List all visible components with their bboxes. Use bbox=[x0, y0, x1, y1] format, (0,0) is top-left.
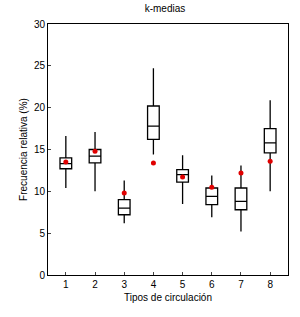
svg-text:15: 15 bbox=[34, 144, 46, 155]
svg-text:25: 25 bbox=[34, 60, 46, 71]
svg-text:k-medias: k-medias bbox=[145, 3, 186, 14]
svg-text:20: 20 bbox=[34, 102, 46, 113]
svg-text:8: 8 bbox=[267, 279, 273, 290]
svg-text:5: 5 bbox=[39, 228, 45, 239]
svg-text:0: 0 bbox=[39, 270, 45, 281]
svg-text:3: 3 bbox=[121, 279, 127, 290]
svg-text:6: 6 bbox=[209, 279, 215, 290]
svg-text:2: 2 bbox=[92, 279, 98, 290]
svg-text:Frecuencia relativa (%): Frecuencia relativa (%) bbox=[18, 98, 29, 201]
svg-text:4: 4 bbox=[151, 279, 157, 290]
svg-text:1: 1 bbox=[63, 279, 69, 290]
svg-text:10: 10 bbox=[34, 186, 46, 197]
svg-text:5: 5 bbox=[180, 279, 186, 290]
svg-text:7: 7 bbox=[238, 279, 244, 290]
svg-text:30: 30 bbox=[34, 19, 46, 30]
svg-text:Tipos de circulación: Tipos de circulación bbox=[124, 292, 212, 303]
